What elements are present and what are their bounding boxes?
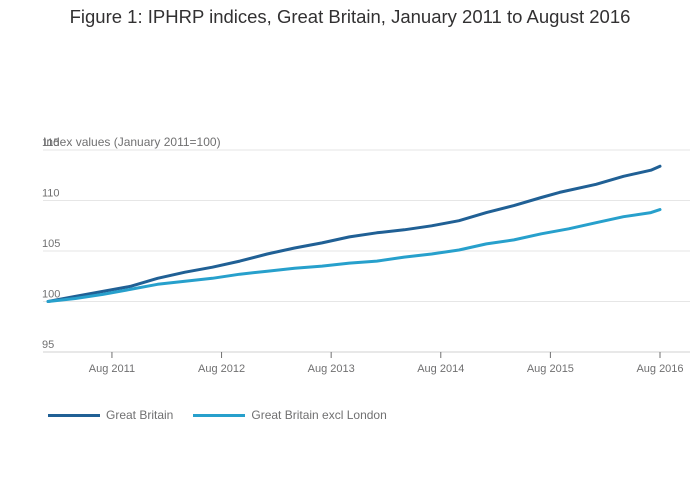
y-tick-label-95: 95 [42,339,54,351]
x-tick-label-aug-2014: Aug 2014 [417,363,464,375]
y-tick-label-100: 100 [42,289,60,301]
series-line-great-britain [46,164,662,303]
x-tick-label-aug-2011: Aug 2011 [89,363,135,375]
series-line-great-britain-excl-london [46,208,662,303]
legend-label-great-britain-excl-london: Great Britain excl London [251,408,387,422]
legend-item-great-britain-excl-london[interactable]: Great Britain excl London [193,408,387,422]
y-tick-label-105: 105 [42,238,60,250]
legend-swatch-great-britain [48,413,100,417]
legend-label-great-britain: Great Britain [106,408,174,422]
x-tick-label-aug-2015: Aug 2015 [527,363,574,375]
y-tick-label-110: 110 [42,188,60,200]
x-tick-label-aug-2012: Aug 2012 [198,363,245,375]
legend-swatch-great-britain-excl-london [193,413,246,417]
x-tick-label-aug-2013: Aug 2013 [308,363,355,375]
legend-item-great-britain[interactable]: Great Britain [48,408,173,422]
y-axis-label: Index values (January 2011=100) [43,135,221,149]
x-tick-label-aug-2016: Aug 2016 [636,363,683,375]
chart-title: Figure 1: IPHRP indices, Great Britain, … [69,6,631,27]
y-tick-label-115: 115 [42,137,60,149]
legend: Great Britain Great Britain excl London [48,408,407,422]
